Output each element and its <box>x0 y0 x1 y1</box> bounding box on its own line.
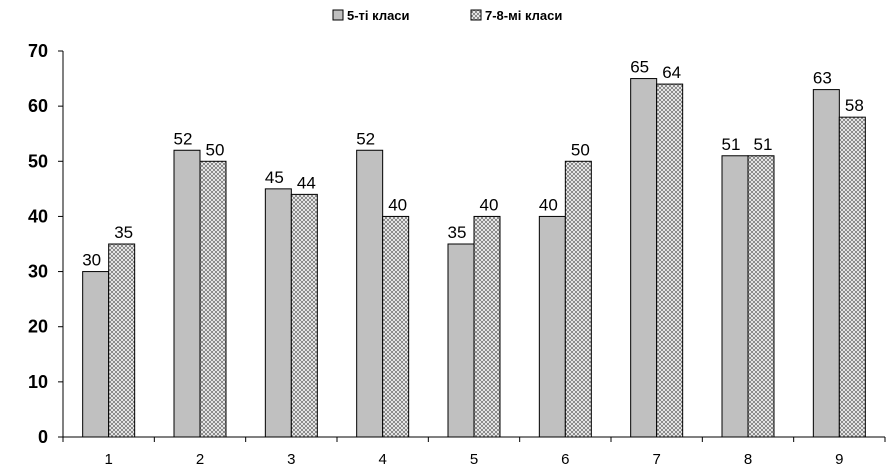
data-label-series-1: 35 <box>448 223 467 242</box>
y-tick-label: 30 <box>28 262 48 282</box>
x-tick-label: 3 <box>287 451 295 468</box>
legend-swatch-series-1 <box>332 9 344 21</box>
data-label-series-1: 30 <box>82 251 101 270</box>
legend: 5-ті класи 7-8-мі класи <box>332 8 562 23</box>
y-axis: 0 10 20 30 40 50 60 70 <box>28 41 64 447</box>
x-tick-label: 6 <box>561 451 569 468</box>
bar-series-2 <box>747 155 775 438</box>
data-label-series-2: 64 <box>662 63 681 82</box>
x-tick-label: 8 <box>744 451 752 468</box>
bar-series-1 <box>173 149 201 438</box>
bar-series-1 <box>812 89 840 438</box>
data-label-series-2: 51 <box>754 135 773 154</box>
data-label-series-1: 63 <box>813 69 832 88</box>
bar-series-1 <box>447 243 475 438</box>
data-label-series-1: 65 <box>630 58 649 77</box>
data-label-series-1: 45 <box>265 168 284 187</box>
x-tick-label: 1 <box>104 451 112 468</box>
x-tick-label: 5 <box>470 451 478 468</box>
data-label-series-1: 51 <box>722 135 741 154</box>
data-label-series-2: 50 <box>571 140 590 159</box>
bar-series-2 <box>656 83 684 438</box>
data-labels-group: 30 52 45 52 35 40 65 51 63 35 50 44 40 40 50 64 51 58 <box>82 58 864 270</box>
legend-swatch-series-2 <box>470 9 482 21</box>
bar-series-2 <box>108 243 136 438</box>
data-label-series-2: 35 <box>114 223 133 242</box>
x-axis: 1 2 3 4 5 6 7 8 9 <box>62 436 886 468</box>
data-label-series-2: 58 <box>845 96 864 115</box>
data-label-series-1: 52 <box>356 129 375 148</box>
legend-label-series-2: 7-8-мі класи <box>485 8 562 23</box>
bar-series-2 <box>564 160 592 438</box>
bar-series-2 <box>382 215 410 438</box>
bar-series-1 <box>264 188 292 438</box>
data-label-series-1: 52 <box>174 129 193 148</box>
y-tick-label: 10 <box>28 372 48 392</box>
data-label-series-2: 40 <box>480 195 499 214</box>
y-tick-label: 0 <box>38 427 48 447</box>
x-tick-label: 9 <box>835 451 843 468</box>
y-tick-label: 20 <box>28 317 48 337</box>
bar-series-2 <box>473 215 501 438</box>
x-tick-label: 7 <box>652 451 660 468</box>
bar-series-2 <box>199 160 227 438</box>
bar-series-1 <box>630 78 658 438</box>
y-tick-label: 60 <box>28 96 48 116</box>
bars-group <box>82 78 866 438</box>
data-label-series-1: 40 <box>539 195 558 214</box>
bar-series-1 <box>538 215 566 438</box>
y-tick-label: 50 <box>28 151 48 171</box>
data-label-series-2: 40 <box>388 195 407 214</box>
y-tick-label: 70 <box>28 41 48 61</box>
bar-series-2 <box>838 116 866 438</box>
bar-series-1 <box>82 271 110 438</box>
data-label-series-2: 50 <box>206 140 225 159</box>
bar-series-2 <box>290 193 318 438</box>
data-label-series-2: 44 <box>297 173 316 192</box>
legend-label-series-1: 5-ті класи <box>347 8 410 23</box>
x-tick-label: 4 <box>378 451 386 468</box>
bar-series-1 <box>356 149 384 438</box>
x-tick-label: 2 <box>196 451 204 468</box>
bar-series-1 <box>721 155 749 438</box>
y-tick-label: 40 <box>28 206 48 226</box>
